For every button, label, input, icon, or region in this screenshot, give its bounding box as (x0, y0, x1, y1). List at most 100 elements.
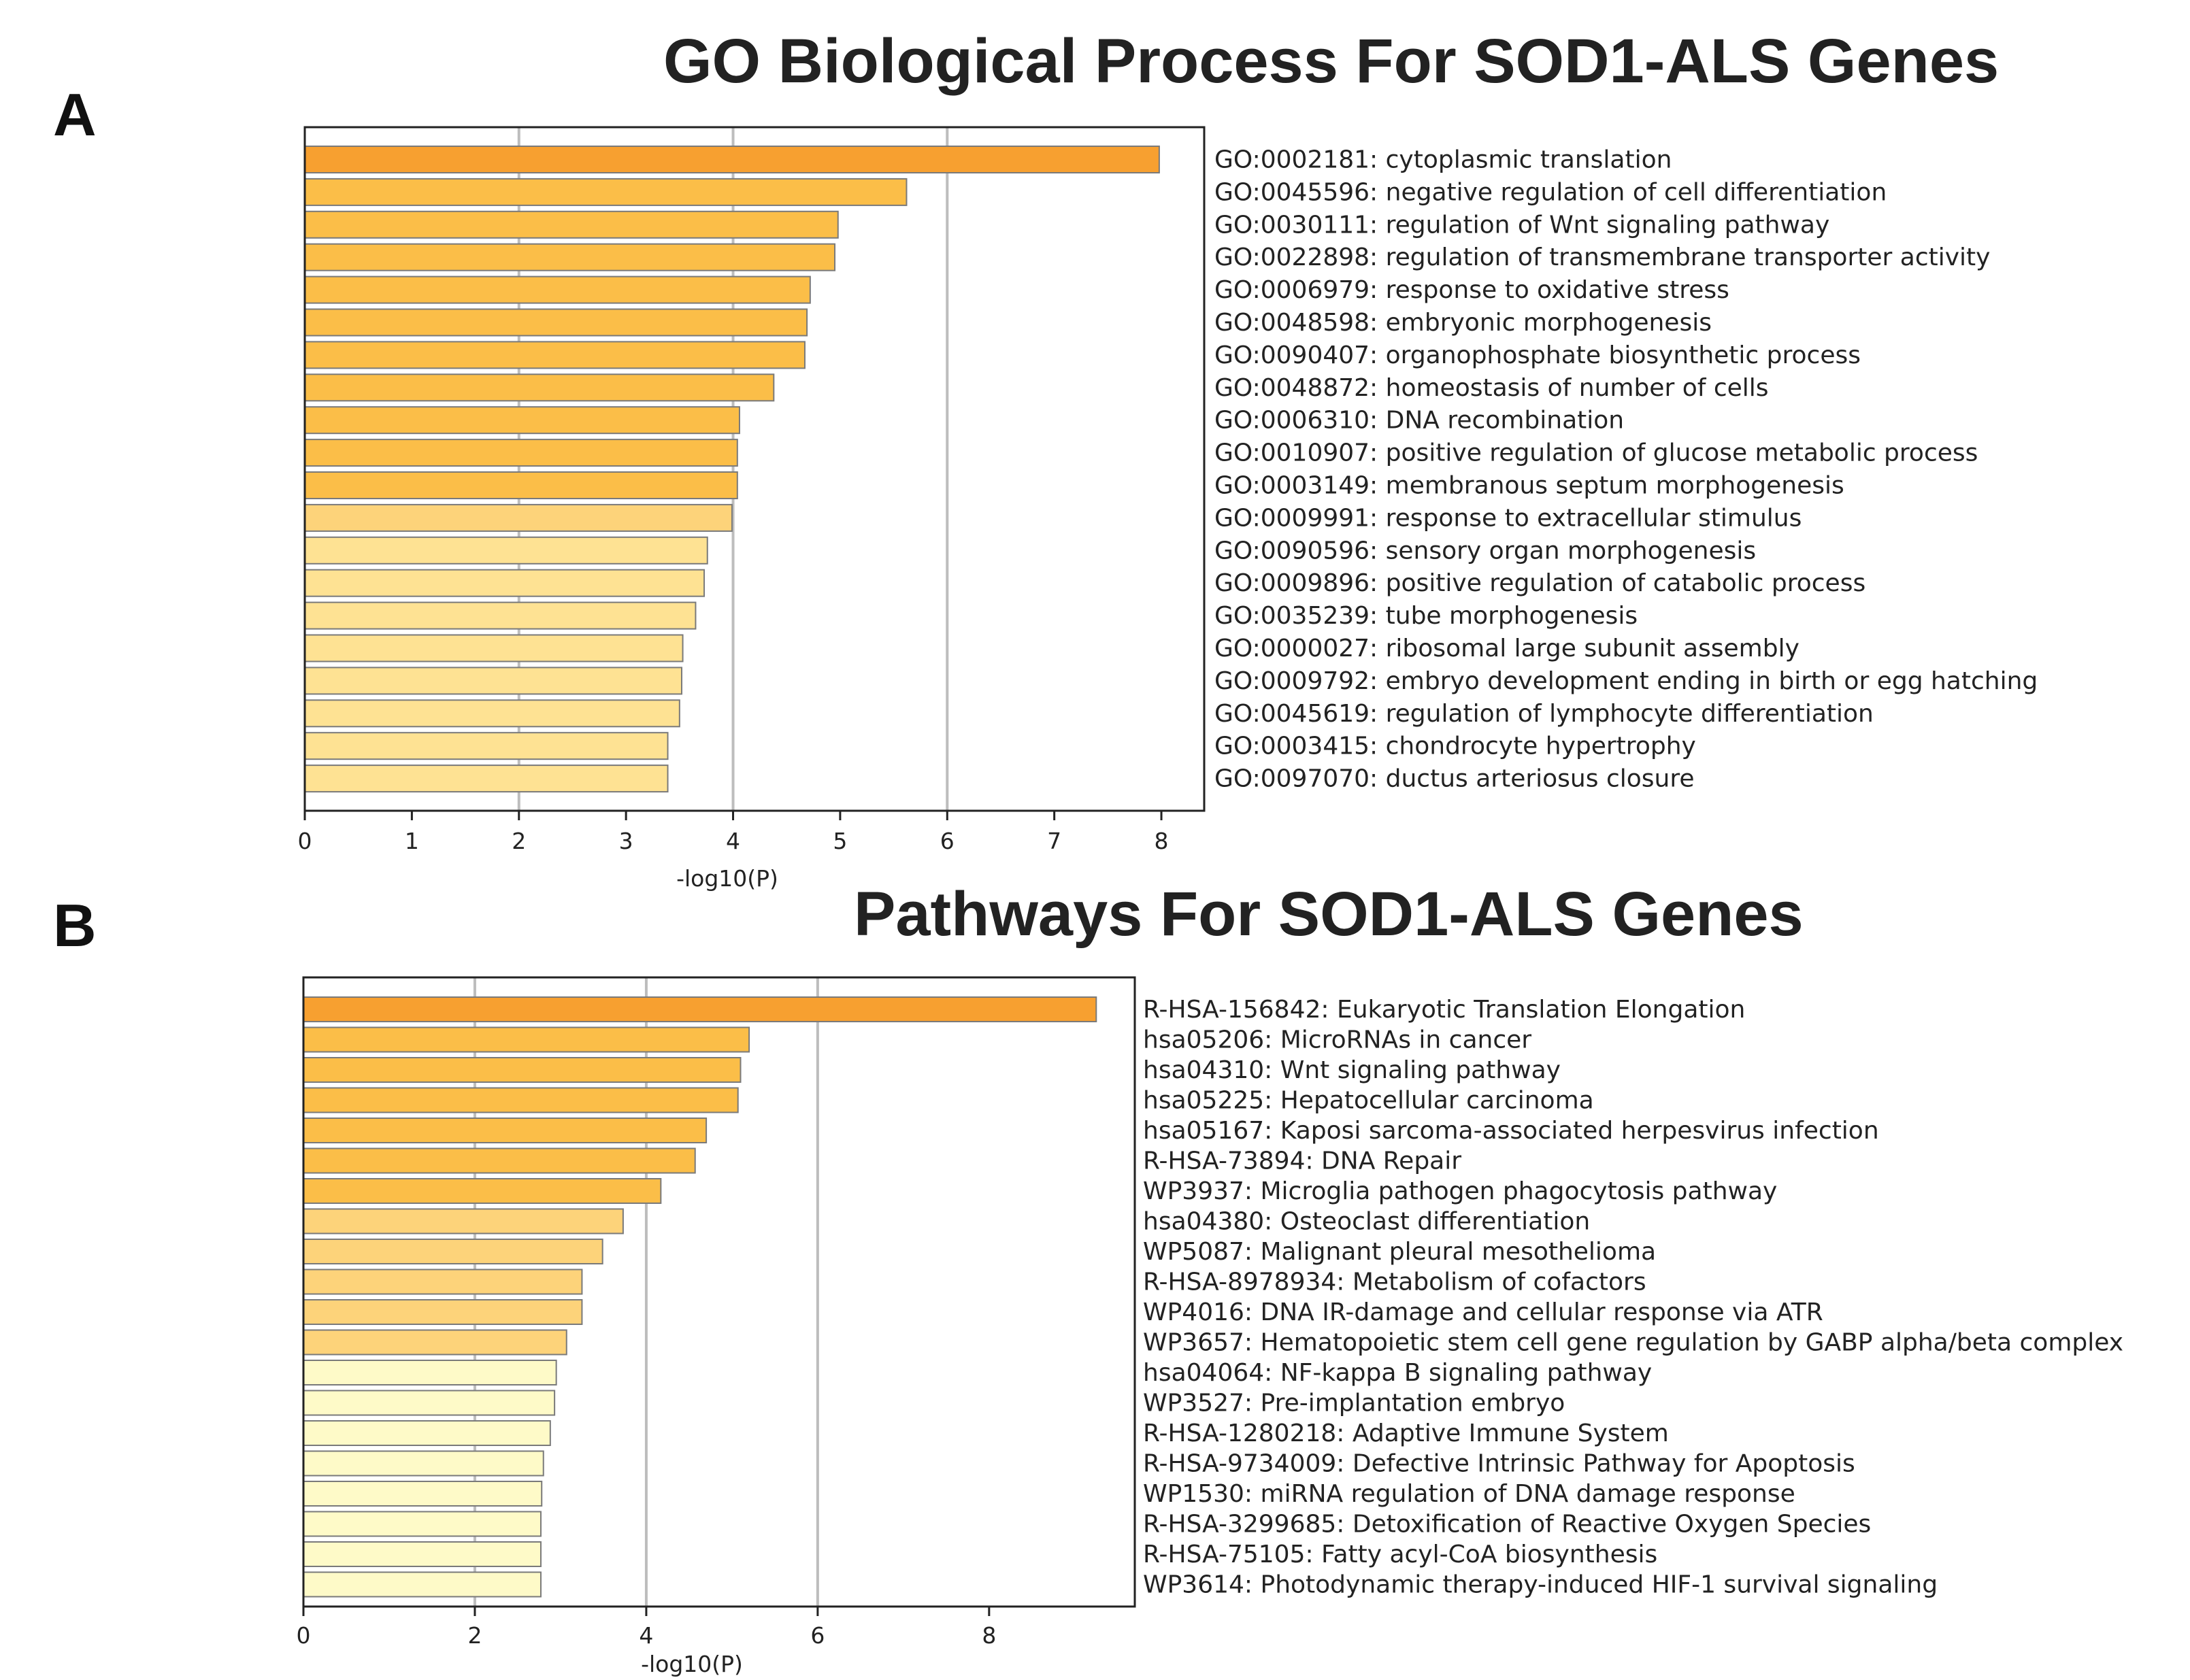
chart-a-bar (304, 634, 684, 662)
chart-a-x-tick-label: 7 (1047, 828, 1061, 854)
chart-b-bar (303, 996, 1097, 1022)
chart-a-category-label: GO:0048872: homeostasis of number of cel… (1214, 374, 1769, 402)
panel-a-title: GO Biological Process For SOD1-ALS Genes (663, 27, 2000, 96)
chart-a-bar (304, 275, 811, 304)
chart-b-category-label: R-HSA-8978934: Metabolism of cofactors (1143, 1269, 1646, 1296)
chart-a-x-tick-label: 0 (298, 828, 312, 854)
chart-b-bar (303, 1420, 551, 1446)
chart-b-category-label: R-HSA-73894: DNA Repair (1143, 1147, 1461, 1175)
chart-a-category-label: GO:0009792: embryo development ending in… (1214, 667, 2038, 695)
chart-a-x-axis-label: -log10(P) (676, 865, 778, 892)
chart-a-category-label: GO:0009991: response to extracellular st… (1214, 504, 1802, 532)
chart-a-bar (304, 699, 680, 728)
chart-b-category-label: R-HSA-156842: Eukaryotic Translation Elo… (1143, 996, 1745, 1024)
chart-b-category-label: hsa05167: Kaposi sarcoma-associated herp… (1143, 1117, 1879, 1145)
chart-a-x-tick-label: 5 (833, 828, 847, 854)
chart-a-x-tick-label: 3 (619, 828, 633, 854)
chart-a-category-label: GO:0090596: sensory organ morphogenesis (1214, 537, 1756, 565)
chart-b-category-label: hsa05225: Hepatocellular carcinoma (1143, 1087, 1594, 1115)
chart-a-x-tick-label: 6 (940, 828, 955, 854)
chart-a-x-tick-label: 8 (1155, 828, 1169, 854)
chart-a-bar (304, 341, 806, 369)
panel-b-title: Pathways For SOD1-ALS Genes (854, 879, 1804, 949)
chart-a-bar (304, 439, 738, 467)
chart-b-bar (303, 1026, 750, 1053)
chart-b-bar (303, 1239, 603, 1264)
chart-a-category-label: GO:0022898: regulation of transmembrane … (1214, 243, 1990, 271)
chart-a-category-label: GO:0010907: positive regulation of gluco… (1214, 439, 1978, 467)
chart-a-bar (304, 732, 669, 760)
chart-a-x-tick-label: 1 (405, 828, 419, 854)
chart-b-pathways: R-HSA-156842: Eukaryotic Translation Elo… (297, 976, 2123, 1677)
chart-b-category-label: R-HSA-1280218: Adaptive Immune System (1143, 1419, 1669, 1447)
chart-b-bar (303, 1481, 543, 1507)
chart-b-x-axis-label: -log10(P) (641, 1651, 743, 1677)
chart-a-bar (304, 471, 738, 499)
chart-b-x-tick-label: 8 (982, 1622, 996, 1649)
chart-b-bar (303, 1147, 696, 1174)
chart-b-bar (303, 1269, 583, 1295)
chart-b-category-label: hsa04310: Wnt signaling pathway (1143, 1056, 1561, 1084)
chart-a-category-label: GO:0030111: regulation of Wnt signaling … (1214, 211, 1829, 239)
chart-b-bar (303, 1511, 542, 1537)
panel-a-letter: A (53, 81, 97, 148)
chart-b-axes-frame (302, 976, 1136, 1608)
chart-a-bar (304, 178, 908, 206)
chart-a-bar (304, 373, 775, 402)
chart-b-bar (303, 1450, 544, 1477)
chart-a-bar (304, 503, 733, 532)
chart-a-category-label: GO:0097070: ductus arteriosus closure (1214, 765, 1695, 793)
chart-a-category-label: GO:0006979: response to oxidative stress (1214, 276, 1729, 304)
chart-a-category-label: GO:0090407: organophosphate biosynthetic… (1214, 341, 1861, 369)
chart-b-bar (303, 1087, 739, 1113)
chart-b-category-label: WP3657: Hematopoietic stem cell gene reg… (1143, 1329, 2123, 1357)
chart-a-go-biological-process: GO:0002181: cytoplasmic translation GO:00… (298, 126, 2038, 892)
chart-a-axes-frame (303, 126, 1206, 812)
chart-a-bar (304, 308, 808, 337)
chart-b-category-label: WP1530: miRNA regulation of DNA damage r… (1143, 1480, 1795, 1508)
chart-b-x-tick-label: 2 (467, 1622, 482, 1649)
chart-a-category-label: GO:0045596: negative regulation of cell … (1214, 178, 1887, 206)
chart-b-x-tick-label: 6 (810, 1622, 825, 1649)
chart-a-bar (304, 569, 706, 597)
chart-a-bar (304, 601, 697, 630)
chart-b-bar (303, 1208, 624, 1234)
chart-b-category-label: R-HSA-9734009: Defective Intrinsic Pathw… (1143, 1450, 1855, 1478)
chart-a-category-label: GO:0003149: membranous septum morphogene… (1214, 472, 1844, 500)
chart-b-x-tick-label: 0 (297, 1622, 311, 1649)
chart-a-category-label: GO:0006310: DNA recombination (1214, 407, 1624, 435)
chart-b-category-label: WP5087: Malignant pleural mesothelioma (1143, 1238, 1656, 1266)
chart-a-bar (304, 243, 836, 271)
chart-b-bar (303, 1541, 542, 1567)
chart-a-category-label: GO:0045619: regulation of lymphocyte dif… (1214, 700, 1874, 728)
chart-a-category-label: GO:0048598: embryonic morphogenesis (1214, 309, 1712, 337)
chart-b-bar (303, 1057, 742, 1083)
chart-a-bar (304, 406, 740, 435)
chart-b-category-label: R-HSA-3299685: Detoxification of Reactiv… (1143, 1511, 1871, 1539)
chart-a-bar (304, 765, 669, 793)
chart-a-x-tick-label: 2 (512, 828, 526, 854)
chart-b-bar (303, 1118, 708, 1143)
chart-a-category-label: GO:0035239: tube morphogenesis (1214, 602, 1638, 630)
chart-b-category-label: WP3937: Microglia pathogen phagocytosis … (1143, 1177, 1777, 1205)
chart-b-bar (303, 1299, 583, 1325)
chart-b-category-label: WP4016: DNA IR-damage and cellular respo… (1143, 1298, 1823, 1326)
chart-b-category-label: WP3614: Photodynamic therapy-induced HIF… (1143, 1571, 1938, 1599)
chart-a-category-label: GO:0003415: chondrocyte hypertrophy (1214, 733, 1696, 760)
chart-a-bar (304, 210, 839, 239)
chart-a-bar (304, 146, 1160, 173)
chart-b-bar (303, 1390, 556, 1416)
chart-b-bar (303, 1329, 567, 1356)
chart-a-bar (304, 667, 682, 695)
chart-b-category-label: WP3527: Pre-implantation embryo (1143, 1390, 1565, 1417)
chart-b-category-label: hsa05206: MicroRNAs in cancer (1143, 1026, 1531, 1054)
chart-b-category-label: R-HSA-75105: Fatty acyl-CoA biosynthesis (1143, 1541, 1657, 1568)
chart-b-bar (303, 1178, 662, 1204)
chart-b-bar (303, 1571, 542, 1598)
chart-a-bar (304, 536, 708, 565)
chart-a-category-label: GO:0002181: cytoplasmic translation (1214, 146, 1672, 174)
chart-a-x-tick-label: 4 (726, 828, 740, 854)
chart-a-category-label: GO:0009896: positive regulation of catab… (1214, 569, 1865, 597)
chart-a-category-label: GO:0000027: ribosomal large subunit asse… (1214, 635, 1799, 662)
